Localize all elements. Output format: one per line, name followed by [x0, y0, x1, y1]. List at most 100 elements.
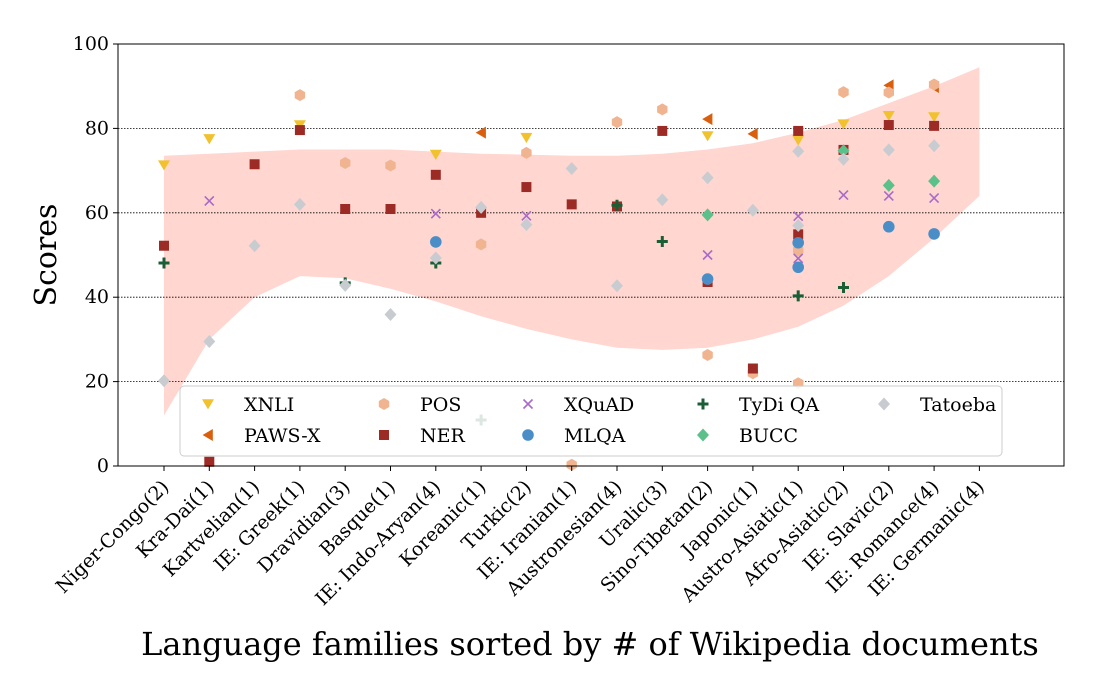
- point-xnli-5: [701, 131, 714, 142]
- point-ner-17: [883, 120, 894, 131]
- legend-label-paws-x: PAWS-X: [244, 425, 321, 447]
- confidence-band: [164, 67, 980, 416]
- point-tatoeba-1: [203, 335, 216, 349]
- point-pos-0: [294, 89, 306, 102]
- point-xnli-1: [203, 134, 216, 145]
- point-tydi-qa-5: [656, 235, 668, 247]
- point-bucc-3: [928, 174, 941, 188]
- point-pos-2: [385, 159, 396, 172]
- legend-label-pos: POS: [420, 394, 461, 416]
- point-ner-1: [204, 456, 215, 467]
- point-ner-5: [385, 204, 396, 215]
- point-ner-8: [521, 182, 532, 193]
- point-paws-x-0: [475, 126, 486, 139]
- point-mlqa-5: [928, 228, 940, 240]
- legend: XNLI PAWS-X POS NER XQuAD MLQA TyDi QA BUCC Tato…: [179, 385, 1003, 457]
- point-tatoeba-6: [429, 251, 442, 265]
- point-ner-11: [657, 125, 668, 136]
- point-tydi-qa-4: [611, 199, 623, 211]
- point-ner-9: [566, 199, 577, 210]
- point-ner-3: [294, 125, 305, 136]
- point-pos-6: [611, 116, 623, 129]
- point-tatoeba-12: [701, 171, 714, 185]
- point-ner-0: [159, 240, 169, 251]
- point-pos-8: [702, 349, 713, 361]
- point-xquad-0: [204, 195, 215, 207]
- point-pos-12: [838, 86, 849, 99]
- point-paws-x-1: [702, 113, 713, 126]
- point-ner-15: [793, 229, 804, 240]
- y-axis-title: Scores: [29, 204, 64, 307]
- legend-marker-tydi-qa: [697, 398, 709, 410]
- point-ner-2: [249, 159, 260, 170]
- point-mlqa-0: [430, 236, 442, 248]
- point-tatoeba-10: [611, 279, 623, 293]
- point-tatoeba-2: [248, 239, 261, 253]
- point-ner-14: [793, 125, 804, 136]
- y-tick-label-100: 100: [73, 33, 109, 55]
- point-xquad-8: [929, 192, 940, 204]
- point-tatoeba-13: [746, 203, 759, 217]
- legend-label-xnli: XNLI: [244, 394, 294, 416]
- point-tydi-qa-7: [838, 281, 849, 293]
- y-axis: 0 20 40 60 80 100: [73, 33, 118, 477]
- point-xnli-8: [882, 110, 895, 122]
- point-mlqa-2: [792, 236, 804, 249]
- point-xquad-2: [521, 210, 532, 221]
- point-xquad-4: [793, 211, 804, 222]
- confidence-band-layer: [164, 67, 980, 416]
- point-tatoeba-16: [837, 152, 850, 166]
- x-axis: Niger-Congo(2)Kra-Dai(1)Kartvelian(1)IE:…: [52, 466, 989, 610]
- point-xnli-6: [792, 135, 805, 146]
- point-xquad-6: [838, 190, 849, 201]
- point-bucc-2: [882, 178, 895, 192]
- legend-label-tatoeba: Tatoeba: [920, 394, 996, 416]
- y-tick-label-20: 20: [85, 371, 109, 393]
- point-tatoeba-4: [339, 278, 352, 292]
- point-tatoeba-14: [792, 144, 805, 158]
- point-pos-7: [657, 103, 668, 116]
- point-paws-x-2: [747, 127, 758, 140]
- point-ner-18: [929, 120, 940, 131]
- point-bucc-0: [701, 208, 714, 222]
- legend-label-mlqa: MLQA: [564, 425, 626, 447]
- plot-frame: [117, 43, 1065, 467]
- point-pos-13: [883, 86, 894, 99]
- point-mlqa-3: [792, 261, 804, 274]
- point-pos-1: [340, 157, 351, 169]
- point-tatoeba-0: [158, 374, 170, 388]
- point-ner-4: [340, 204, 351, 215]
- point-xnli-4: [520, 132, 533, 144]
- point-bucc-1: [837, 144, 850, 158]
- legend-marker-ner: [379, 430, 389, 440]
- point-ner-6: [430, 169, 441, 180]
- legend-marker-xnli: [202, 399, 214, 410]
- legend-marker-bucc: [697, 428, 709, 442]
- point-pos-4: [521, 146, 532, 159]
- y-tick-label-80: 80: [85, 117, 109, 139]
- legend-label-xquad: XQuAD: [564, 394, 634, 416]
- point-tatoeba-17: [882, 143, 895, 157]
- point-xnli-0: [158, 160, 170, 171]
- point-xquad-3: [702, 249, 713, 261]
- point-ner-13: [747, 363, 758, 374]
- legend-label-ner: NER: [420, 425, 465, 447]
- legend-marker-xquad: [522, 398, 534, 410]
- point-tatoeba-7: [475, 200, 488, 214]
- point-tatoeba-8: [520, 218, 533, 232]
- x-axis-title: Language families sorted by # of Wikiped…: [141, 625, 1039, 663]
- y-tick-label-0: 0: [97, 455, 109, 477]
- legend-label-bucc: BUCC: [739, 425, 798, 447]
- point-tatoeba-15: [792, 218, 805, 232]
- point-xnli-9: [928, 112, 941, 123]
- point-tatoeba-9: [565, 161, 578, 175]
- point-mlqa-1: [701, 273, 714, 285]
- point-tatoeba-3: [293, 197, 306, 211]
- point-xquad-5: [793, 253, 804, 264]
- point-tatoeba-18: [928, 139, 941, 153]
- y-tick-label-60: 60: [85, 202, 109, 224]
- legend-marker-paws-x: [202, 429, 213, 441]
- point-xnli-3: [429, 149, 442, 160]
- point-xnli-7: [837, 119, 850, 130]
